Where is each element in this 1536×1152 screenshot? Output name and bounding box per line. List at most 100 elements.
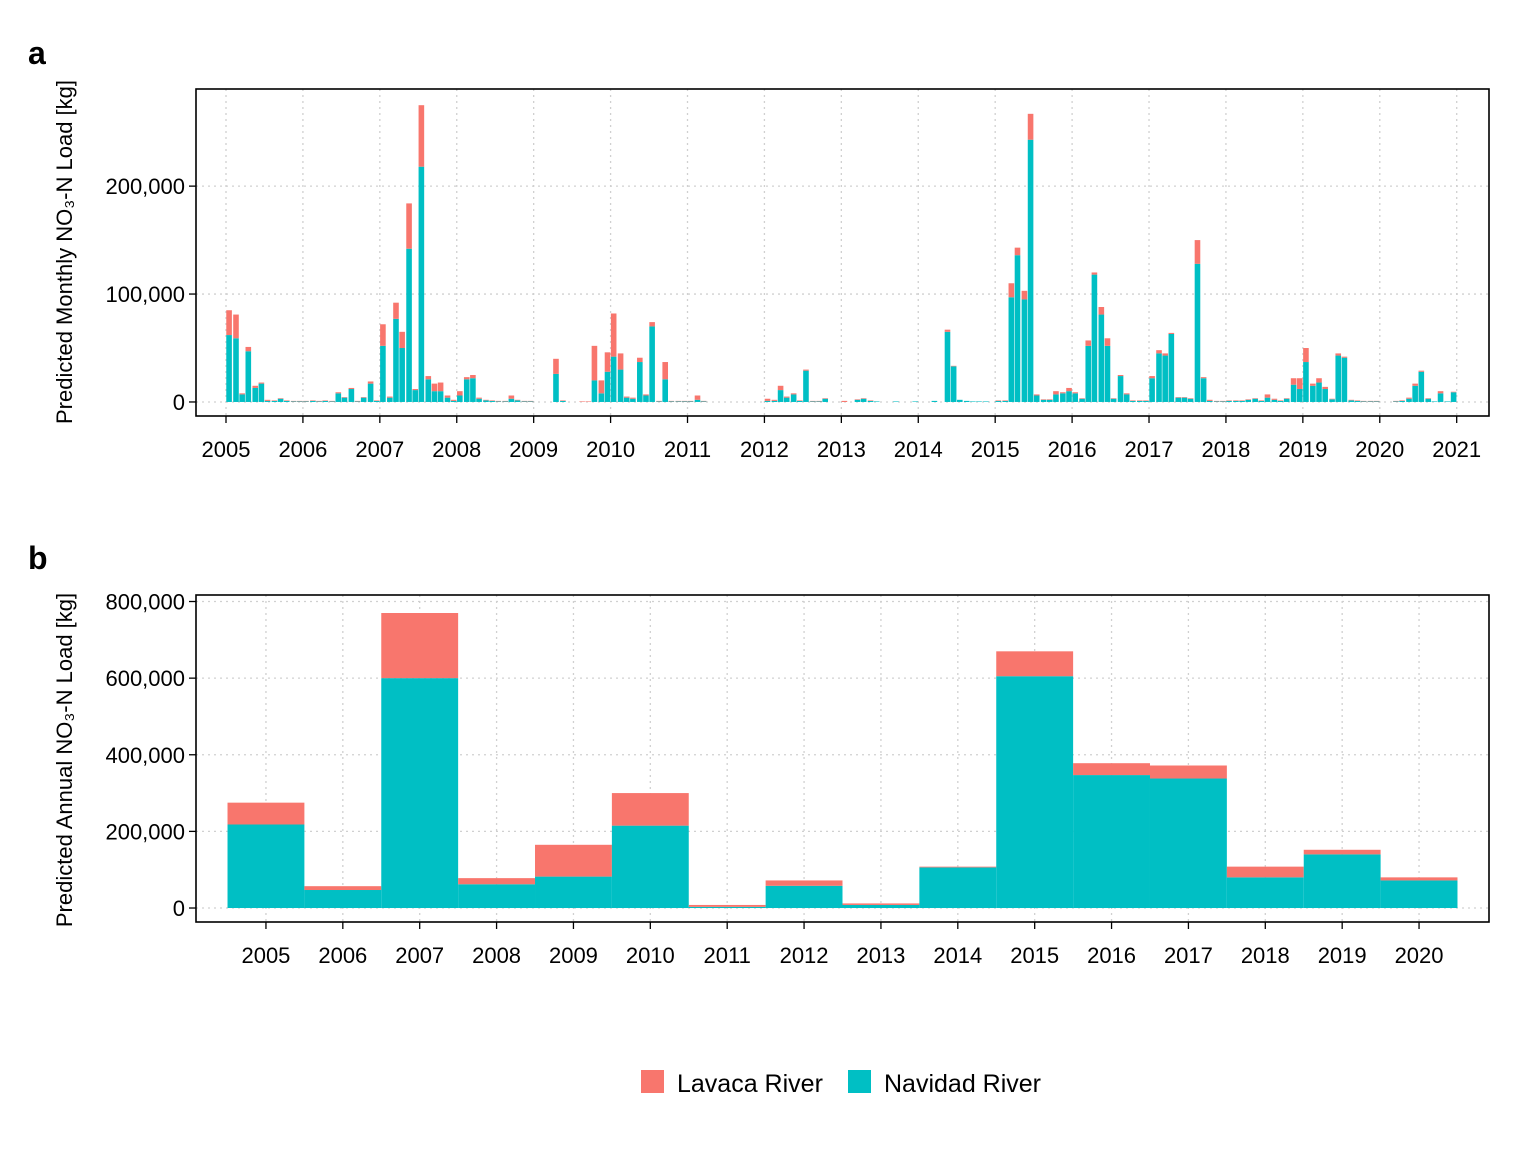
bar-segment [783,396,790,398]
bar-segment [535,844,612,877]
x-tick-label: 2009 [549,943,598,968]
bar-segment [341,397,348,402]
y-tick-label: 100,000 [105,282,185,307]
bar-segment [765,885,843,909]
bar-segment [1437,391,1444,394]
bar-segment [329,401,335,402]
bar-segment [996,676,1074,909]
x-tick-label: 2019 [1318,943,1367,968]
legend-swatch [641,1070,664,1093]
bar-segment [521,401,528,402]
bar-segment [489,400,495,402]
bar-segment [1220,401,1226,402]
bar-segment [1277,400,1284,401]
bar-segment [406,203,412,249]
bar-segment [381,613,459,679]
bar-segment [1143,400,1149,402]
x-tick-label: 2016 [1087,943,1136,968]
bar-segment [1162,355,1168,402]
bar-segment [1046,399,1053,400]
bar-segment [656,401,662,402]
bar-segment [1239,400,1245,402]
bar-segment [1040,399,1047,400]
bar-segment [380,345,386,402]
bar-segment [1296,389,1303,402]
bar-segment [771,400,778,402]
bar-segment [399,331,405,349]
bar-segment [1393,400,1399,402]
bar-segment [303,401,309,402]
bar-segment [437,382,444,392]
bar-segment [860,398,867,399]
x-tick-label: 2017 [1125,437,1174,462]
bar-segment [290,401,297,402]
bar-segment [1252,398,1258,399]
bar-segment [457,395,463,402]
bar-segment [842,903,920,905]
bar-segment [1444,401,1451,402]
bar-segment [335,393,342,402]
bar-segment [418,166,425,402]
bar-segment [803,370,809,402]
bar-segment [893,401,899,402]
y-tick-label: 600,000 [105,666,185,691]
plot-frame [195,594,1490,923]
bar-segment [316,401,322,402]
x-tick-label: 2018 [1201,437,1250,462]
bar-segment [630,398,636,402]
panel-label: a [28,35,46,71]
bar-segment [656,400,662,402]
bar-segment [860,398,867,402]
x-tick-label: 2007 [395,943,444,968]
bar-segment [431,391,438,402]
bar-segment [271,400,278,402]
bar-segment [1117,374,1124,377]
x-tick-label: 2020 [1395,943,1444,968]
x-tick-label: 2014 [933,943,982,968]
bar-segment [1393,401,1399,402]
bar-segment [816,401,822,402]
bar-segment [393,318,399,402]
bar-segment [322,400,329,401]
bar-segment [1206,400,1213,402]
bar-segment [476,398,482,402]
bar-segment [1233,400,1239,401]
bar-segment [283,400,290,402]
bar-segment [489,400,495,401]
bar-segment [470,378,476,402]
bar-segment [1380,877,1458,881]
bar-segment [418,105,425,167]
bar-segment [931,400,938,402]
bar-segment [458,884,536,909]
x-tick-label: 2010 [626,943,675,968]
bar-segment [1348,399,1355,401]
bar-segment [623,397,630,402]
bar-segment [1450,391,1457,393]
bar-segment [258,382,265,384]
bar-segment [1040,399,1047,402]
bar-segment [1123,393,1130,395]
bar-segment [322,400,329,402]
x-tick-label: 2005 [202,437,251,462]
bar-segment [1335,355,1342,402]
bar-segment [854,399,861,402]
bar-segment [227,824,305,909]
bar-segment [1341,356,1348,358]
bar-segment [1239,400,1245,401]
bar-segment [360,397,367,398]
bar-segment [1437,393,1444,402]
bar-segment [514,400,521,402]
bar-segment [431,383,438,392]
bar-segment [957,399,963,402]
y-tick-label: 200,000 [105,174,185,199]
bar-segment [764,400,771,402]
bar-segment [1226,877,1304,909]
bar-segment [1187,398,1194,402]
bar-segment [341,397,348,398]
bar-segment [919,866,997,868]
bar-segment [579,401,585,402]
bar-segment [598,380,605,394]
bar-segment [444,395,451,398]
bar-segment [1085,340,1092,346]
bar-segment [553,358,559,374]
